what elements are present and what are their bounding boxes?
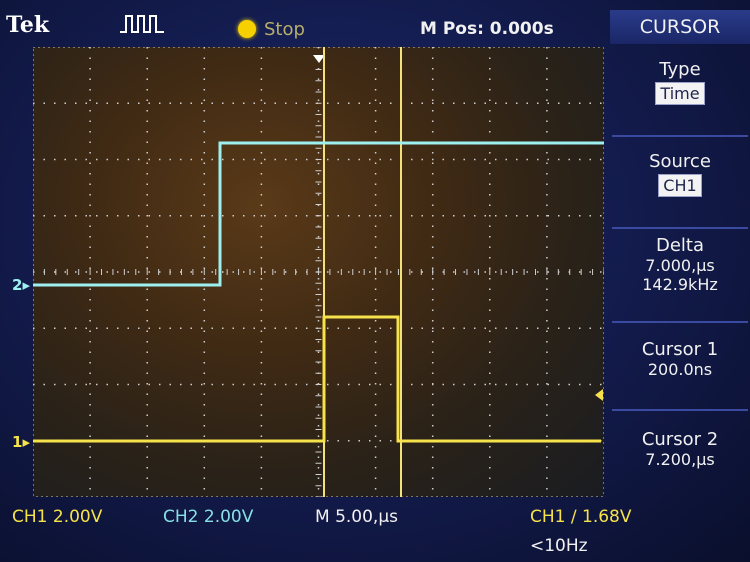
type-label: Type — [659, 59, 701, 80]
delta-time: 7.000,µs — [645, 256, 715, 275]
ch2-scale: CH2 2.00V — [163, 507, 254, 527]
waveform-graticule — [33, 47, 604, 497]
menu-source[interactable]: Source CH1 — [612, 151, 748, 229]
trigger-pulse-icon — [120, 15, 164, 33]
ch2-trace — [33, 141, 604, 287]
cursor2-label: Cursor 2 — [641, 429, 719, 450]
ch1-scale: CH1 2.00V — [12, 507, 103, 527]
source-value: CH1 — [658, 174, 702, 197]
acquisition-status-led — [238, 20, 256, 38]
ch2-ground-marker: 2▸ — [12, 276, 30, 294]
cursor-menu-panel: Type Time Source CH1 Delta 7.000,µs 142.… — [612, 47, 748, 497]
bottom-status-bar: CH1 2.00V CH2 2.00V M 5.00,µs CH1 ∕ 1.68… — [0, 498, 750, 562]
type-value: Time — [655, 82, 705, 105]
trigger-setting: CH1 ∕ 1.68V — [530, 507, 632, 527]
timebase: M 5.00,µs — [315, 507, 398, 527]
cursor2-value: 7.200,µs — [645, 450, 715, 469]
cursor1-label: Cursor 1 — [641, 339, 719, 360]
menu-cursor-2[interactable]: Cursor 2 7.200,µs — [612, 429, 748, 495]
source-label: Source — [649, 151, 711, 172]
delta-label: Delta — [655, 235, 705, 256]
horizontal-position: M Pos: 0.000s — [420, 19, 554, 39]
waveform-plot — [33, 47, 604, 497]
cursor1-value: 200.0ns — [647, 360, 713, 379]
ch1-ground-marker: 1▸ — [12, 433, 30, 451]
brand-logo: Tek — [6, 12, 50, 38]
menu-title[interactable]: CURSOR — [610, 10, 750, 44]
trigger-frequency: <10Hz — [530, 536, 588, 556]
trigger-position-marker — [313, 55, 325, 63]
acquisition-status: Stop — [264, 19, 305, 40]
ch1-trace — [33, 315, 601, 443]
delta-freq: 142.9kHz — [642, 275, 718, 294]
menu-type[interactable]: Type Time — [612, 59, 748, 137]
top-status-bar: Tek Stop M Pos: 0.000s CURSOR — [0, 0, 750, 44]
menu-cursor-1[interactable]: Cursor 1 200.0ns — [612, 339, 748, 411]
trigger-level-marker — [595, 389, 603, 401]
graticule-grid — [33, 47, 604, 497]
menu-delta: Delta 7.000,µs 142.9kHz — [612, 235, 748, 323]
